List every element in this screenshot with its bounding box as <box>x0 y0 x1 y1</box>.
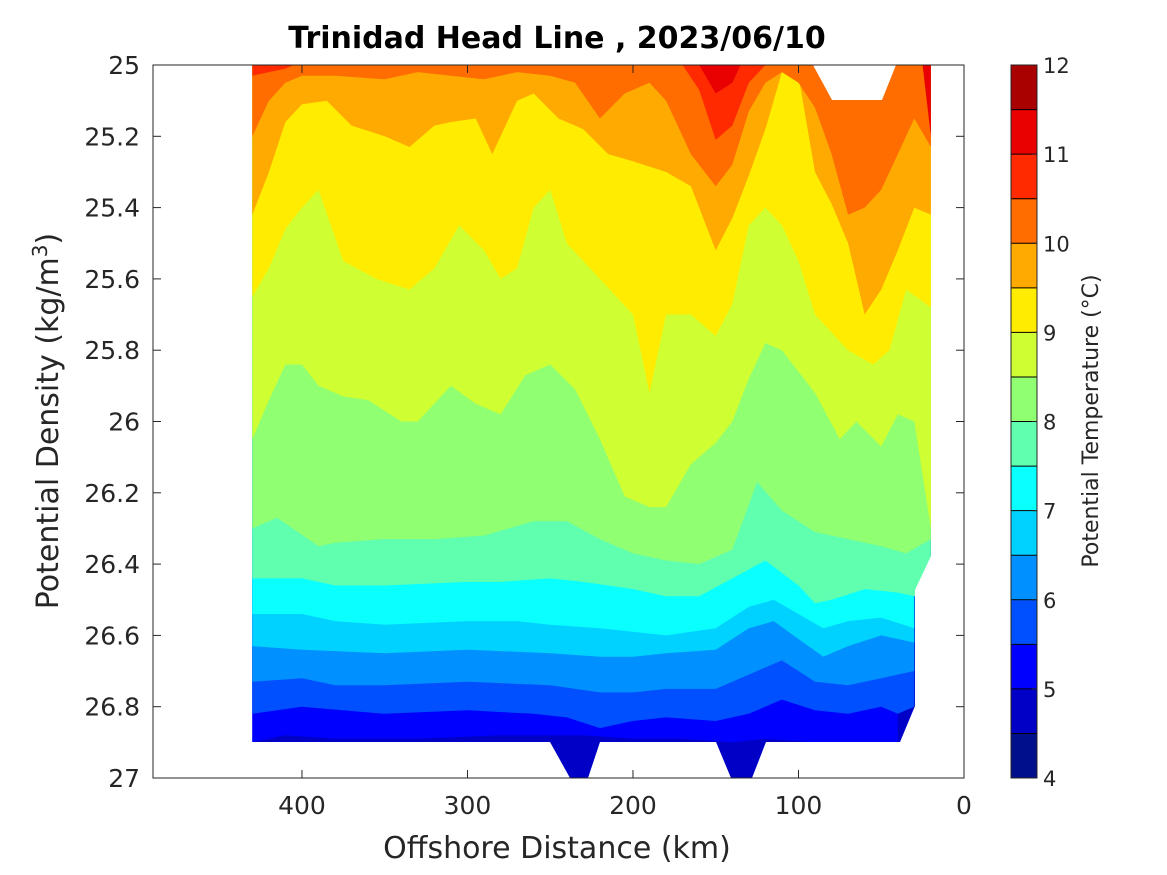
y-tick-label: 26.2 <box>84 479 140 508</box>
colorbar-swatch <box>1011 555 1037 601</box>
contour-band-10.5 <box>252 65 294 76</box>
colorbar-tick-label: 5 <box>1043 678 1056 702</box>
y-axis: 25 25.2 25.4 25.6 25.8 26 26.2 26.4 26.6 26.8 27 <box>84 51 964 793</box>
y-tick-label: 26 <box>108 408 140 437</box>
y-tick-label: 27 <box>108 764 140 793</box>
y-tick-label: 26.8 <box>84 693 140 722</box>
colorbar-swatch <box>1011 287 1037 333</box>
colorbar-swatch <box>1011 65 1037 111</box>
contour-band-11 <box>922 65 931 137</box>
colorbar-swatch <box>1011 154 1037 200</box>
y-tick-label: 25.2 <box>84 122 140 151</box>
colorbar-tick-label: 10 <box>1043 232 1070 256</box>
colorbar-tick-label: 12 <box>1043 54 1070 78</box>
y-tick-label: 25.6 <box>84 265 140 294</box>
y-tick-label: 25 <box>108 51 140 80</box>
colorbar-swatch <box>1011 243 1037 289</box>
colorbar-tick-label: 9 <box>1043 321 1056 345</box>
contour-band-9.5 <box>252 65 931 315</box>
x-tick-label: 100 <box>775 791 823 820</box>
colorbar-swatch <box>1011 510 1037 556</box>
colorbar-label: Potential Temperature (°C) <box>1079 274 1104 567</box>
colorbar: 4 5 6 7 8 9 10 11 12 <box>1010 54 1070 791</box>
colorbar-tick-label: 6 <box>1043 589 1056 613</box>
x-axis-label: Offshore Distance (km) <box>383 831 731 866</box>
colorbar-swatch <box>1011 466 1037 512</box>
colorbar-tick-label: 7 <box>1043 500 1056 524</box>
colorbar-swatch <box>1011 376 1037 422</box>
colorbar-tick-label: 11 <box>1043 143 1070 167</box>
colorbar-swatch <box>1011 688 1037 734</box>
colorbar-tick-label: 4 <box>1043 767 1056 791</box>
y-tick-label: 26.6 <box>84 621 140 650</box>
colorbar-swatch <box>1011 421 1037 467</box>
x-axis: 400 300 200 100 0 <box>278 65 972 820</box>
contour-band-9 <box>252 65 931 393</box>
colorbar-swatch <box>1011 599 1037 645</box>
y-axis-label: Potential Density (kg/m3) <box>28 233 66 609</box>
x-tick-label: 0 <box>956 791 972 820</box>
contour-band-11 <box>699 65 741 94</box>
chart-title: Trinidad Head Line , 2023/06/10 <box>288 21 825 56</box>
y-tick-label: 26.4 <box>84 550 140 579</box>
contour-band-10.5 <box>682 65 766 140</box>
colorbar-swatch <box>1011 198 1037 244</box>
colorbar-swatch <box>1011 733 1037 779</box>
x-tick-label: 400 <box>278 791 326 820</box>
x-tick-label: 300 <box>444 791 492 820</box>
contour-fills <box>252 65 931 778</box>
y-tick-label: 25.4 <box>84 194 140 223</box>
colorbar-tick-label: 8 <box>1043 411 1056 435</box>
colorbar-swatch <box>1011 332 1037 378</box>
x-tick-label: 200 <box>609 791 657 820</box>
colorbar-swatch <box>1011 109 1037 155</box>
y-tick-label: 25.8 <box>84 336 140 365</box>
missing-data-mask <box>153 65 964 778</box>
colorbar-swatch <box>1011 644 1037 690</box>
